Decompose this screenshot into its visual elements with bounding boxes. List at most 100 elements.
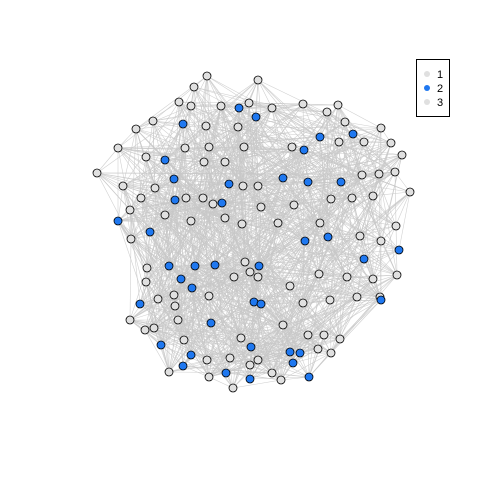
edge: [291, 146, 306, 242]
edge: [208, 146, 309, 183]
node-group-1: [125, 315, 135, 325]
edge: [157, 298, 282, 381]
node-group-2: [113, 216, 123, 226]
edge: [302, 103, 305, 151]
node-group-2: [256, 299, 266, 309]
edge: [164, 159, 284, 179]
edge: [257, 185, 321, 224]
edge: [224, 204, 295, 219]
edge: [135, 101, 180, 130]
node-group-1: [118, 181, 128, 191]
node-group-2: [299, 145, 309, 155]
edge: [145, 147, 186, 158]
edge: [154, 187, 262, 208]
edge: [130, 217, 226, 240]
edge: [318, 235, 361, 275]
edge: [292, 334, 325, 364]
edge: [351, 197, 361, 237]
edge: [398, 191, 411, 251]
node-group-1: [285, 281, 295, 291]
node-group-1: [325, 295, 335, 305]
edge: [96, 172, 380, 175]
edge: [240, 296, 381, 339]
edge: [240, 337, 291, 353]
node-group-1: [199, 157, 209, 167]
edge: [153, 327, 319, 350]
edge: [194, 265, 251, 273]
edge: [257, 359, 310, 378]
edge: [146, 178, 175, 269]
edge: [190, 220, 216, 266]
edge: [302, 103, 339, 106]
edge: [129, 267, 148, 321]
edge: [319, 136, 392, 144]
node-group-1: [390, 167, 400, 177]
edge: [258, 240, 382, 267]
edge: [205, 116, 257, 127]
node-group-1: [334, 137, 344, 147]
edge: [302, 302, 332, 354]
node-group-2: [169, 174, 179, 184]
edge: [153, 327, 325, 336]
edge: [129, 238, 132, 321]
edge: [303, 149, 380, 175]
edge: [164, 79, 259, 161]
edge: [183, 217, 226, 341]
edge: [157, 298, 255, 303]
node-group-1: [376, 236, 386, 246]
edge: [299, 274, 398, 354]
edge: [164, 203, 214, 216]
node-group-1: [186, 101, 196, 111]
node-group-1: [216, 101, 226, 111]
edge: [339, 299, 382, 340]
node-group-1: [198, 193, 208, 203]
edge: [129, 209, 132, 240]
edge: [183, 339, 210, 378]
edge: [250, 185, 259, 348]
node-group-2: [160, 155, 170, 165]
edge: [145, 203, 214, 283]
node-group-1: [136, 193, 146, 203]
edge: [302, 103, 374, 280]
node-group-1: [229, 272, 239, 282]
edge: [289, 285, 358, 298]
node-group-1: [239, 142, 249, 152]
edge: [344, 121, 382, 129]
edge: [282, 142, 392, 179]
edge: [282, 299, 382, 326]
edge: [144, 329, 309, 336]
edge: [356, 258, 365, 298]
edge: [258, 222, 321, 267]
edge: [190, 354, 251, 366]
edge: [183, 339, 208, 361]
node-group-1: [113, 143, 123, 153]
node-group-1: [342, 272, 352, 282]
node-group-1: [181, 193, 191, 203]
edge: [135, 105, 192, 130]
edge: [177, 319, 231, 359]
node-group-1: [333, 100, 343, 110]
edge: [145, 265, 170, 283]
edge: [190, 352, 332, 356]
node-group-2: [336, 177, 346, 187]
legend-box: [416, 59, 450, 117]
edge: [372, 191, 411, 280]
node-group-1: [276, 375, 286, 385]
edge: [319, 222, 361, 237]
edge: [129, 319, 252, 348]
edge: [346, 249, 400, 278]
node-group-2: [303, 177, 313, 187]
legend-dot-3: [424, 99, 430, 105]
edge: [212, 149, 305, 205]
edge: [122, 161, 205, 187]
edge: [168, 265, 235, 278]
edge: [291, 146, 309, 183]
edge: [303, 149, 411, 193]
edge: [210, 322, 227, 374]
edge: [182, 365, 210, 378]
edge: [145, 265, 196, 283]
edge: [237, 126, 309, 183]
edge: [180, 264, 216, 280]
node-group-2: [245, 374, 255, 384]
edge: [326, 111, 342, 183]
